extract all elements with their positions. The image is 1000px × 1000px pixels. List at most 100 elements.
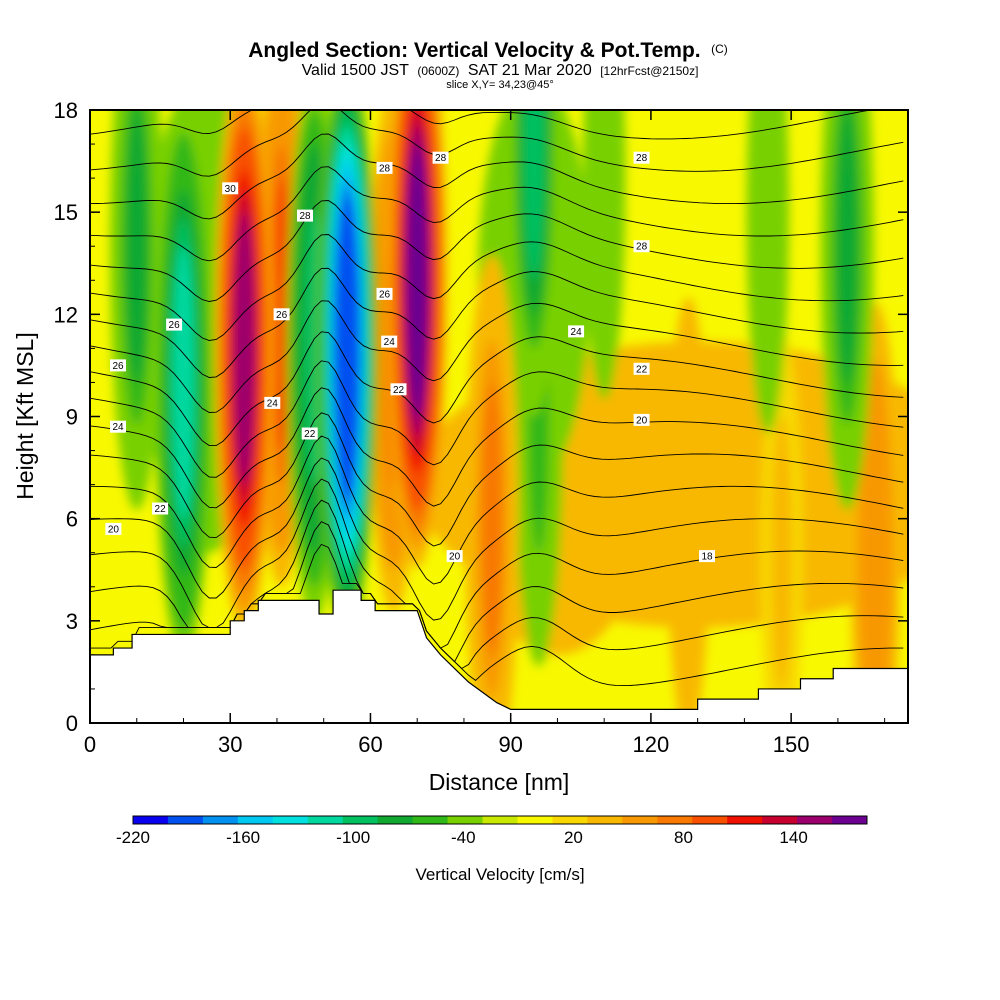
theta-contour	[90, 387, 904, 509]
y-tick-label: 9	[66, 405, 78, 430]
velocity-cell	[126, 110, 148, 383]
contour-label: 28	[432, 151, 449, 164]
contour-label-text: 28	[379, 163, 391, 174]
slice-info: slice X,Y= 34,23@45°	[446, 79, 554, 91]
contour-label-box	[432, 151, 449, 164]
contour-label: 28	[376, 161, 393, 174]
contour-label-box	[446, 550, 463, 563]
theta-contour	[90, 360, 904, 478]
contour-label-box	[390, 383, 407, 396]
y-axis: 0 3 6 9 12 15 18	[54, 98, 908, 736]
y-axis-label: Height [Kft MSL]	[12, 332, 38, 499]
contour-label-box	[376, 287, 393, 300]
colorbar-swatch	[377, 816, 414, 824]
contour-label: 28	[297, 209, 313, 222]
colorbar-swatch	[552, 816, 588, 824]
contour-label-text: 24	[384, 337, 396, 348]
terrain-mask	[90, 589, 908, 723]
contour-label-text: 24	[112, 422, 124, 433]
contour-label-text: 20	[449, 552, 461, 563]
colorbar-swatch	[447, 816, 484, 824]
colorbar-tick-label: -220	[116, 828, 150, 847]
colorbar-swatch	[237, 816, 274, 824]
contour-label-box	[568, 325, 585, 338]
theta-contour	[90, 166, 904, 262]
x-axis: 0 30 60 90 120 150	[84, 110, 886, 757]
colorbar-swatch	[517, 816, 553, 824]
contour-labels: 30 28 28 28 28 28 26 26 26 26 24 24 24 24 22 22 22 22 20 20…	[105, 151, 715, 563]
contour-label-box	[152, 502, 169, 515]
x-tick-label: 30	[218, 732, 242, 757]
x-tick-label: 150	[773, 732, 810, 757]
contour-label-text: 22	[393, 385, 405, 396]
colorbar-swatch	[167, 816, 204, 824]
colorbar-swatch	[622, 816, 658, 824]
colorbar-swatch	[133, 816, 169, 824]
velocity-cell	[836, 110, 858, 383]
contour-label-box	[110, 420, 126, 433]
colorbar-tick-label: 20	[564, 828, 583, 847]
contour-label: 22	[152, 502, 169, 515]
contour-label-text: 28	[636, 242, 648, 253]
colorbar-swatch	[482, 816, 518, 824]
contour-label: 26	[273, 308, 290, 321]
colorbar-swatch	[202, 816, 239, 824]
colorbar-swatch	[762, 816, 798, 824]
theta-contour	[90, 300, 904, 413]
velocity-cell	[864, 416, 886, 689]
contour-label: 22	[633, 362, 650, 375]
contour-label-box	[381, 335, 398, 348]
chart-subtitle: Valid 1500 JST (0600Z) SAT 21 Mar 2020 […	[302, 62, 699, 79]
y-tick-label: 18	[54, 98, 78, 123]
contour-label-box	[297, 209, 313, 222]
theta-contour	[90, 499, 904, 663]
contour-label-text: 24	[571, 327, 583, 338]
theta-contour	[90, 110, 904, 177]
contour-label: 30	[222, 182, 239, 195]
contour-label-text: 28	[435, 153, 447, 164]
colorbar-swatch	[272, 816, 309, 824]
contour-label-box	[301, 427, 318, 440]
y-tick-label: 15	[54, 200, 78, 225]
contour-label: 20	[446, 550, 463, 563]
contour-label: 20	[105, 522, 122, 535]
x-axis-label: Distance [nm]	[429, 769, 570, 795]
contour-label-text: 26	[112, 361, 124, 372]
colorbar-tick-label: -40	[451, 828, 476, 847]
x-tick-label: 120	[633, 732, 670, 757]
contour-label-text: 26	[276, 310, 288, 321]
contour-label: 24	[264, 396, 281, 409]
velocity-cell	[523, 110, 545, 281]
contour-label: 22	[390, 383, 407, 396]
colorbar-swatch	[412, 816, 449, 824]
contour-label-box	[633, 151, 650, 164]
theta-contour	[90, 435, 904, 585]
colorbar-swatch	[727, 816, 763, 824]
colorbar-swatch	[342, 816, 379, 824]
y-tick-label: 6	[66, 507, 78, 532]
velocity-cell	[481, 382, 503, 655]
theta-contours	[90, 110, 904, 687]
colorbar-swatch	[657, 816, 693, 824]
velocity-cell	[678, 382, 699, 655]
contour-label-text: 20	[108, 524, 120, 535]
y-tick-label: 0	[66, 711, 78, 736]
contour-label: 28	[633, 151, 650, 164]
x-tick-label: 90	[498, 732, 522, 757]
contour-label: 18	[699, 550, 715, 563]
colorbar-swatch	[307, 816, 344, 824]
contour-label-text: 20	[636, 415, 648, 426]
contour-label-box	[699, 550, 715, 563]
contour-label: 26	[110, 359, 126, 372]
colorbar	[132, 815, 868, 825]
colorbar-swatch	[797, 816, 833, 824]
colorbar-tick-label: 80	[674, 828, 693, 847]
contour-label-box	[633, 362, 650, 375]
velocity-field	[110, 110, 908, 723]
theta-contour	[90, 234, 904, 341]
contour-label: 26	[376, 287, 393, 300]
velocity-cell	[593, 110, 615, 315]
contour-label: 28	[633, 240, 650, 253]
contour-label-box	[273, 308, 290, 321]
